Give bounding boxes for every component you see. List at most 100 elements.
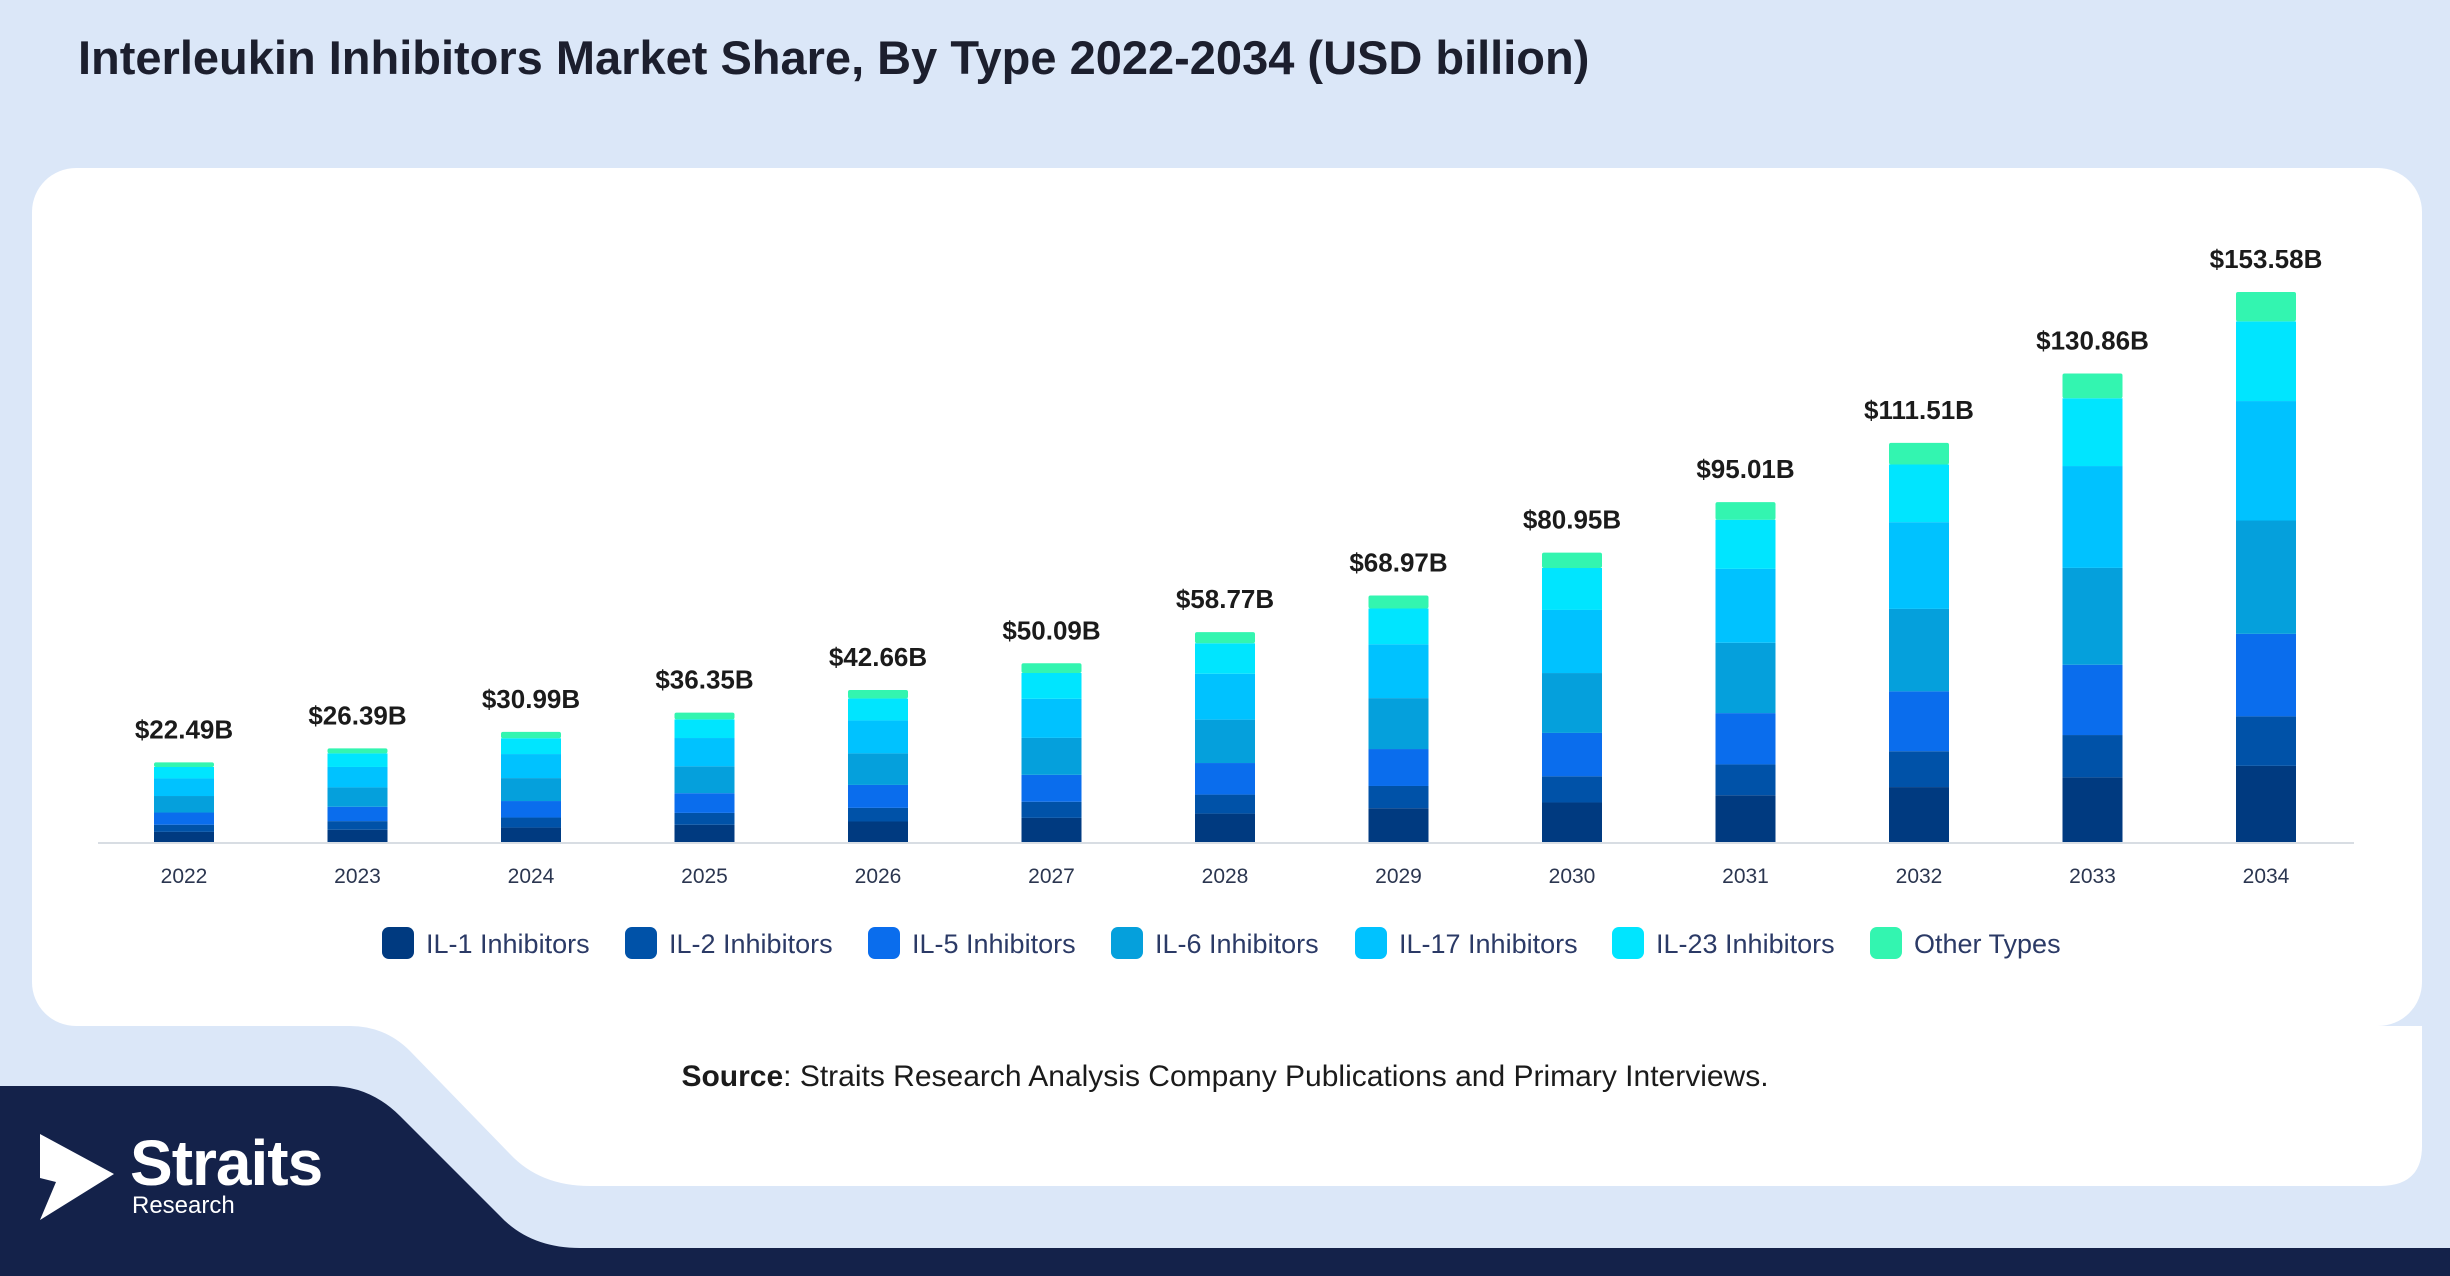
bar-segment (1195, 673, 1255, 720)
bar-segment (674, 824, 735, 843)
bar-segment (1715, 795, 1776, 843)
bar-segment (1195, 632, 1255, 644)
legend-label: IL-1 Inhibitors (426, 929, 590, 959)
straits-logo: Straits Research (36, 1127, 356, 1230)
bar-segment (1889, 751, 1949, 788)
bar-segment (1542, 673, 1602, 733)
bar-segment (1715, 519, 1776, 569)
bar-segment (1195, 763, 1255, 795)
bar-segment (501, 801, 561, 818)
bar-segment (674, 738, 735, 767)
bar-segment (1715, 713, 1776, 765)
bar-segment (327, 766, 388, 788)
legend-swatch (1355, 927, 1387, 959)
bar-segment (674, 812, 735, 825)
footer-dark-wedge (0, 1086, 2450, 1276)
bar-segment (2062, 567, 2123, 665)
bar-segment (327, 787, 388, 807)
bar-segment (501, 827, 561, 843)
bars-layer (154, 292, 2296, 843)
bar-segment (327, 753, 388, 767)
logo-wordmark: Straits (130, 1127, 323, 1199)
bar-segment (327, 806, 388, 822)
x-tick-label: 2023 (334, 865, 381, 888)
legend-item: IL-6 Inhibitors (1111, 927, 1319, 959)
legend-item: IL-5 Inhibitors (868, 927, 1076, 959)
bar-segment (1889, 442, 1949, 465)
bar-segment (674, 712, 735, 720)
bar-segment (1021, 817, 1082, 843)
bar-stack (154, 762, 214, 843)
x-tick-label: 2032 (1896, 865, 1943, 888)
legend-swatch (1612, 927, 1644, 959)
bar-segment (1889, 608, 1949, 692)
straits-arrow-icon (40, 1134, 114, 1220)
bar-stack (848, 689, 908, 843)
bar-segment (1368, 595, 1429, 609)
bar-segment (848, 689, 908, 699)
bar-segment (501, 778, 561, 802)
legend-item: IL-17 Inhibitors (1355, 927, 1578, 959)
bar-stack (1021, 663, 1082, 843)
logo-subtitle: Research (132, 1192, 235, 1219)
bar-segment (1889, 464, 1949, 523)
bar-stack (1195, 632, 1255, 843)
x-tick-label: 2024 (508, 865, 555, 888)
x-tick-label: 2028 (1202, 865, 1249, 888)
legend-swatch (382, 927, 414, 959)
legend-label: IL-17 Inhibitors (1399, 929, 1578, 959)
bar-stack (1368, 595, 1429, 843)
legend-item: IL-23 Inhibitors (1612, 927, 1835, 959)
x-tick-label: 2030 (1549, 865, 1596, 888)
bar-segment (1021, 737, 1082, 775)
bar-segment (1542, 552, 1602, 568)
bar-segment (1368, 698, 1429, 750)
bar-segment (2236, 321, 2296, 402)
bar-segment (674, 766, 735, 794)
source-text: : Straits Research Analysis Company Publ… (783, 1060, 1769, 1093)
bar-segment (1542, 567, 1602, 610)
bar-segment (1542, 802, 1602, 843)
bar-segment (1021, 698, 1082, 738)
legend: IL-1 Inhibitors IL-2 Inhibitors IL-5 Inhib… (382, 927, 2061, 959)
bar-segment (848, 698, 908, 721)
bar-segment (1195, 813, 1255, 843)
data-label: $58.77B (1176, 584, 1274, 614)
source-note: Source: Straits Research Analysis Compan… (0, 1060, 2450, 1094)
x-tick-label: 2027 (1028, 865, 1075, 888)
source-label: Source (681, 1060, 784, 1093)
bar-segment (1195, 719, 1255, 764)
bar-segment (1021, 672, 1082, 699)
x-tick-label: 2029 (1375, 865, 1422, 888)
bar-segment (501, 817, 561, 828)
bar-segment (154, 831, 214, 843)
legend-swatch (868, 927, 900, 959)
data-label: $30.99B (482, 684, 580, 714)
legend-item: Other Types (1870, 927, 2061, 959)
bar-segment (154, 778, 214, 797)
bar-segment (1889, 691, 1949, 752)
legend-swatch (625, 927, 657, 959)
data-label: $36.35B (655, 665, 753, 695)
bar-stack (2236, 292, 2296, 843)
bar-segment (501, 731, 561, 739)
bar-segment (1715, 764, 1776, 796)
x-tick-label: 2022 (161, 865, 208, 888)
legend-label: IL-23 Inhibitors (1656, 929, 1835, 959)
data-label: $42.66B (829, 642, 927, 672)
bar-segment (2062, 398, 2123, 467)
bar-segment (848, 720, 908, 754)
bar-segment (1368, 749, 1429, 786)
x-tick-label: 2033 (2069, 865, 2116, 888)
bar-segment (1021, 663, 1082, 673)
data-label: $95.01B (1696, 454, 1794, 484)
bar-segment (1195, 643, 1255, 674)
bar-segment (154, 824, 214, 832)
legend-item: IL-1 Inhibitors (382, 927, 590, 959)
bar-segment (1542, 609, 1602, 674)
bar-stack (1889, 442, 1949, 843)
bar-segment (674, 719, 735, 739)
bar-segment (1889, 787, 1949, 843)
bar-segment (327, 748, 388, 754)
footer-white-panel (0, 1026, 2422, 1186)
